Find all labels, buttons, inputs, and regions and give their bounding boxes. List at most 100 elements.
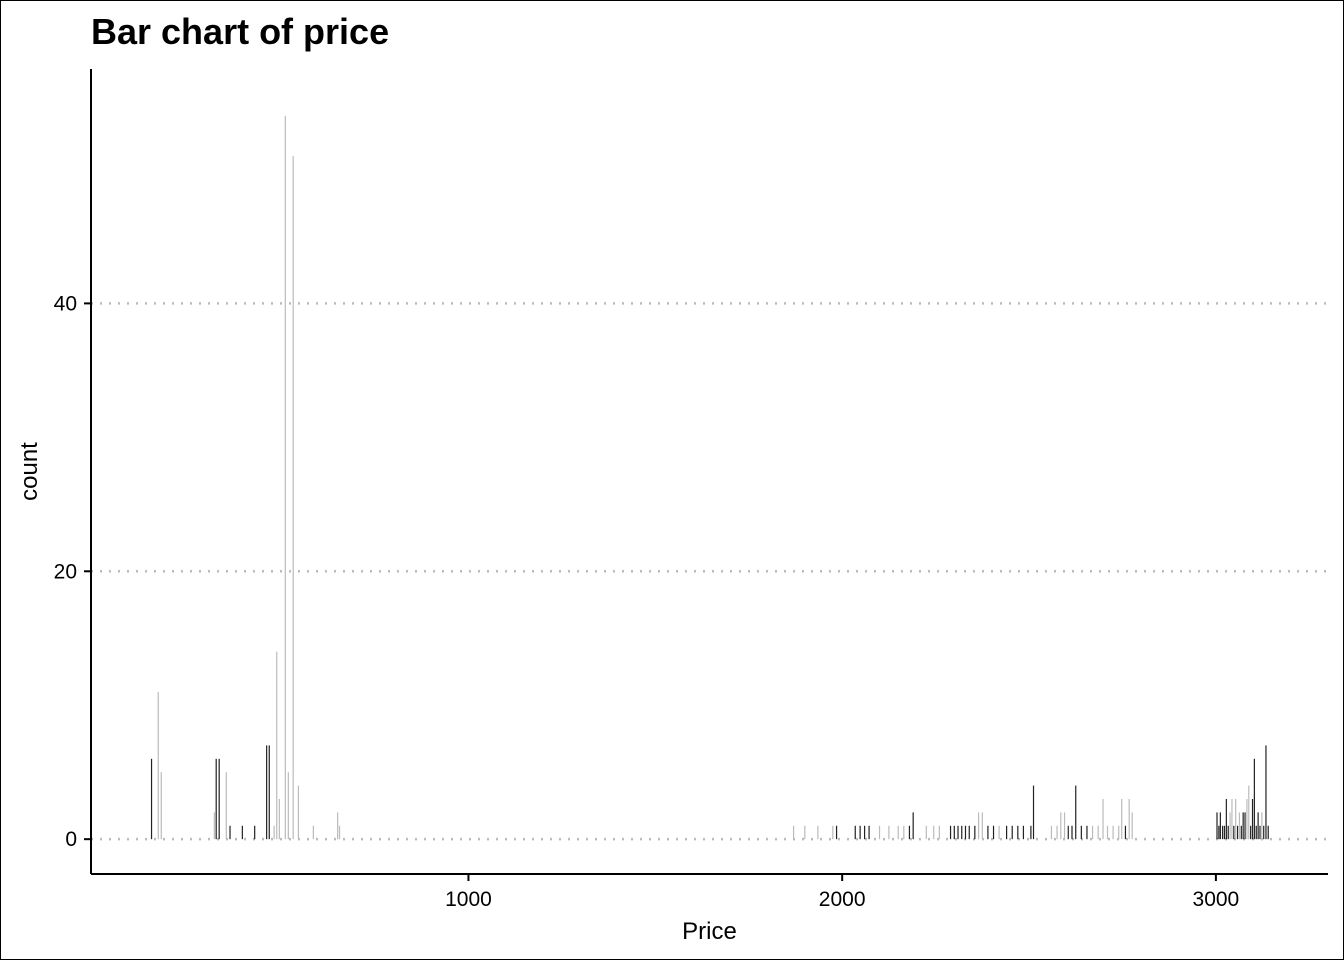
bar <box>888 825 890 840</box>
bar <box>1240 825 1242 840</box>
bar <box>1030 825 1032 840</box>
bar <box>1011 825 1013 840</box>
bar <box>1265 745 1267 840</box>
bar <box>859 825 861 840</box>
bar <box>1235 798 1237 840</box>
bar <box>1216 812 1218 840</box>
bar <box>1106 825 1109 840</box>
bar <box>912 812 914 840</box>
bar <box>1259 825 1261 840</box>
bar <box>1251 798 1254 840</box>
bar <box>312 825 314 840</box>
bar <box>854 825 856 840</box>
bar <box>1121 798 1123 840</box>
bar <box>1032 785 1035 840</box>
bar <box>1223 825 1226 840</box>
bar <box>863 825 866 840</box>
bar <box>1244 812 1246 840</box>
bar <box>1263 825 1265 840</box>
bar <box>297 785 300 840</box>
bar <box>953 825 955 840</box>
bar <box>949 825 952 840</box>
x-tick-label: 2000 <box>819 888 866 911</box>
bar <box>1236 825 1239 840</box>
bar <box>1017 825 1019 840</box>
bar <box>998 825 1000 840</box>
y-tick-label: 20 <box>54 560 77 583</box>
bar <box>1248 785 1250 840</box>
bar <box>268 745 270 840</box>
bar <box>157 691 159 840</box>
bar <box>1067 825 1069 840</box>
chart-title: Bar chart of price <box>91 11 390 52</box>
bar <box>1218 825 1220 840</box>
x-tick-label: 1000 <box>445 888 492 911</box>
bar <box>1246 798 1248 840</box>
bar <box>213 812 215 840</box>
bar <box>987 825 989 840</box>
bar <box>968 825 970 840</box>
bar <box>225 772 227 840</box>
bar <box>1102 798 1104 840</box>
bar <box>981 812 983 840</box>
bar <box>1022 825 1025 840</box>
bar <box>1124 825 1127 840</box>
bar <box>957 825 959 840</box>
bar <box>254 825 256 840</box>
bar <box>292 156 294 840</box>
bar <box>1253 758 1255 840</box>
bar <box>160 772 162 840</box>
bar <box>1075 785 1077 840</box>
bar <box>1060 812 1062 840</box>
bar <box>961 825 963 840</box>
bar <box>974 825 976 840</box>
bar <box>1255 825 1257 840</box>
x-tick-label: 3000 <box>1193 888 1240 911</box>
bar <box>925 825 927 840</box>
bar <box>964 825 967 840</box>
bar <box>337 812 339 840</box>
bar <box>287 772 289 840</box>
bar <box>1006 825 1008 840</box>
bar <box>1097 825 1099 840</box>
bar <box>284 115 286 840</box>
bar <box>1225 798 1227 840</box>
bar <box>1128 798 1130 840</box>
bar <box>1080 825 1082 840</box>
bar <box>903 825 905 840</box>
bar <box>868 825 870 840</box>
bar <box>338 825 341 840</box>
bar <box>241 825 243 840</box>
y-tick-label: 0 <box>65 828 77 851</box>
bar <box>792 825 795 840</box>
bar <box>1222 825 1224 840</box>
bar <box>938 825 940 840</box>
bar <box>215 758 217 840</box>
bar <box>276 651 278 840</box>
bar <box>273 825 275 840</box>
y-tick-label: 40 <box>54 292 77 315</box>
bar <box>218 758 220 840</box>
bar <box>835 825 838 840</box>
bar <box>1086 825 1088 840</box>
bar <box>878 825 881 840</box>
bar <box>1219 812 1221 840</box>
bar <box>266 745 268 840</box>
bar <box>1250 825 1252 840</box>
bar <box>1257 812 1259 840</box>
bar <box>1231 798 1233 840</box>
bar <box>897 825 899 840</box>
bar <box>150 758 153 840</box>
bar <box>1050 825 1053 840</box>
bar <box>1261 812 1263 840</box>
bar <box>1091 825 1094 840</box>
bar <box>908 825 911 840</box>
bar <box>1112 825 1114 840</box>
bar <box>1131 812 1133 840</box>
bar <box>278 798 280 840</box>
bar <box>1071 825 1073 840</box>
bar <box>1063 812 1066 840</box>
bar <box>1238 812 1241 840</box>
